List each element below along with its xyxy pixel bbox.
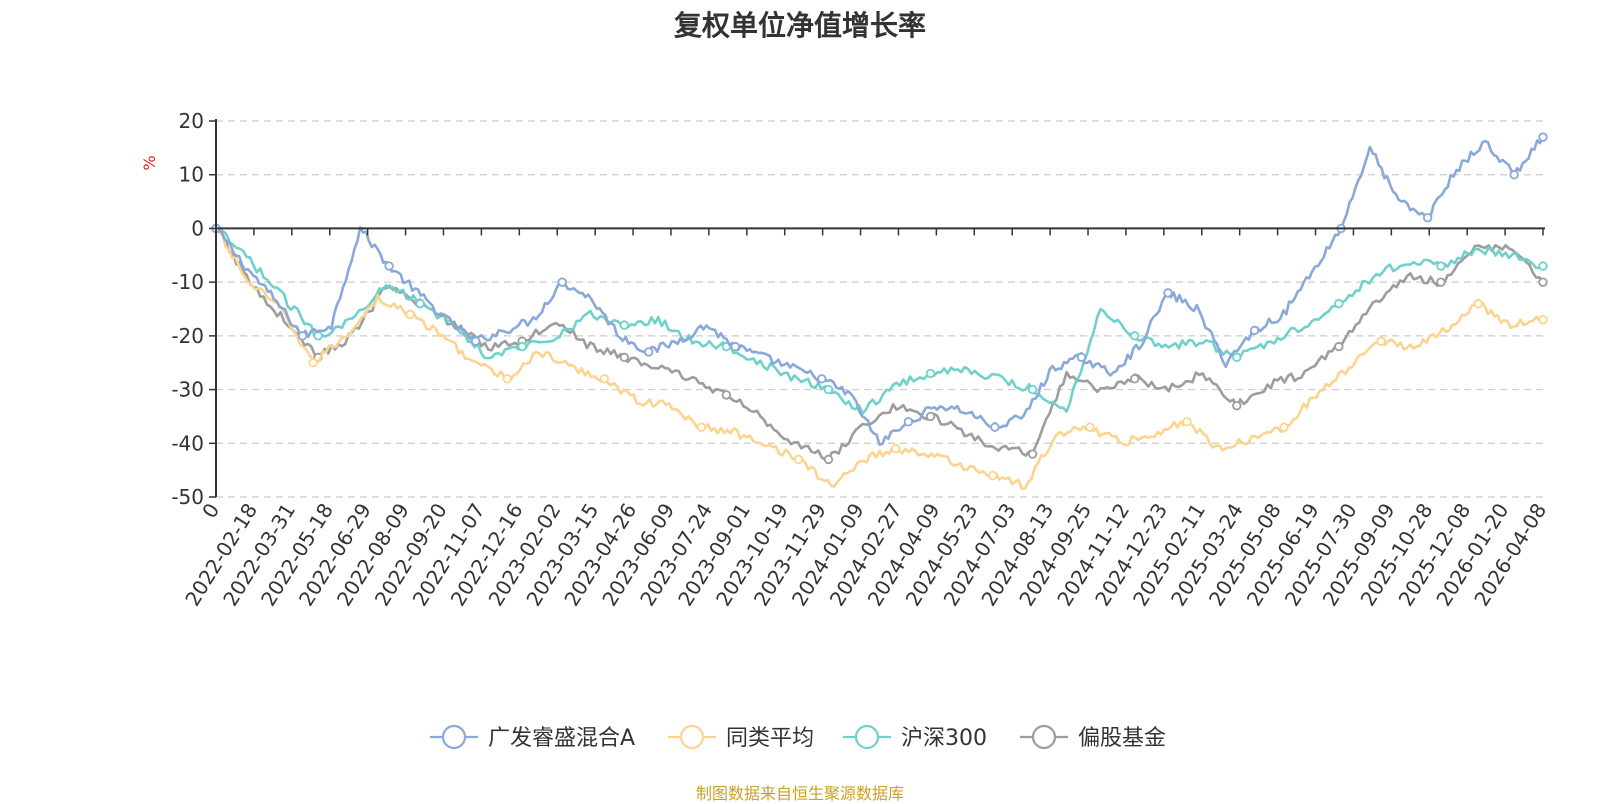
data-point — [1129, 331, 1140, 341]
data-point — [384, 261, 394, 271]
data-point — [1334, 298, 1344, 309]
y-tick-label: -10 — [171, 270, 204, 294]
legend-item-3[interactable]: 偏股基金 — [1020, 724, 1166, 751]
data-point — [1538, 315, 1548, 325]
data-point — [1163, 288, 1173, 298]
data-point — [823, 384, 834, 395]
data-point — [890, 443, 901, 454]
data-point — [1076, 352, 1087, 363]
y-tick-label: 0 — [191, 216, 204, 240]
series-2 — [211, 223, 1548, 415]
data-point — [793, 454, 804, 465]
legend-item-0[interactable]: 广发睿盛混合A — [430, 724, 635, 751]
data-point — [903, 417, 914, 427]
series-line — [215, 136, 1545, 446]
data-point — [1376, 336, 1386, 346]
data-point — [517, 341, 527, 352]
data-point — [1422, 212, 1433, 223]
data-point — [313, 331, 323, 341]
data-point — [1027, 384, 1038, 395]
chart-title: 复权单位净值增长率 — [673, 9, 926, 42]
data-point — [1538, 277, 1548, 287]
legend-label: 偏股基金 — [1078, 726, 1166, 751]
y-axis-unit-label: % — [140, 155, 159, 170]
data-point — [817, 374, 827, 384]
legend-marker-icon — [1031, 724, 1057, 750]
data-point — [696, 422, 707, 432]
series-line — [215, 227, 1544, 415]
data-point — [599, 374, 610, 384]
data-point — [1129, 374, 1140, 384]
data-point — [1538, 261, 1548, 271]
y-tick-label: 10 — [179, 163, 204, 187]
legend-marker-icon — [441, 724, 467, 750]
data-point — [925, 411, 936, 422]
data-point — [730, 341, 740, 352]
series-line — [215, 227, 1545, 461]
data-point — [1232, 400, 1242, 411]
data-point — [1085, 422, 1095, 432]
data-point — [1279, 422, 1289, 432]
y-tick-label: -40 — [171, 431, 204, 455]
data-point — [1027, 449, 1038, 459]
y-tick-label: -30 — [171, 378, 204, 402]
y-tick-label: 20 — [179, 109, 204, 133]
axes: 20100-10-20-30-40-5002022-02-182022-03-3… — [171, 109, 1551, 610]
y-tick-label: -50 — [171, 485, 204, 509]
data-point — [308, 358, 318, 368]
data-point — [1436, 261, 1446, 271]
legend-label: 沪深300 — [901, 726, 987, 751]
series-1 — [211, 223, 1548, 491]
data-point — [721, 390, 732, 400]
x-tick-label: 0 — [197, 499, 224, 523]
data-point — [823, 454, 834, 465]
data-point — [619, 352, 630, 363]
data-point — [988, 470, 998, 481]
data-point — [644, 347, 654, 357]
series-0 — [211, 132, 1548, 446]
legend-marker-icon — [679, 724, 705, 750]
legend-label: 广发睿盛混合A — [488, 726, 635, 751]
data-point — [1182, 417, 1192, 427]
data-point — [1232, 352, 1242, 363]
legend-item-1[interactable]: 同类平均 — [668, 724, 814, 751]
data-point — [297, 331, 308, 341]
data-point — [557, 277, 567, 287]
data-point — [1334, 341, 1344, 352]
data-point — [1538, 132, 1548, 142]
data-point — [619, 320, 630, 330]
legend-item-2[interactable]: 沪深300 — [843, 724, 987, 751]
legend-label: 同类平均 — [726, 726, 814, 751]
data-point — [990, 422, 1000, 432]
data-point — [470, 336, 481, 346]
legend: 广发睿盛混合A 同类平均 沪深300 偏股基金 — [430, 724, 1166, 751]
series-line — [214, 227, 1544, 491]
legend-marker-icon — [854, 724, 880, 750]
data-point — [1509, 170, 1519, 180]
data-point — [1473, 298, 1483, 309]
data-point — [925, 368, 936, 379]
source-note: 制图数据来自恒生聚源数据库 — [695, 784, 904, 803]
series-3 — [211, 223, 1548, 465]
series-lines — [211, 132, 1548, 491]
y-tick-label: -20 — [171, 324, 204, 348]
data-point — [1249, 325, 1260, 336]
data-point — [415, 298, 425, 309]
data-point — [405, 309, 415, 320]
data-point — [1436, 277, 1446, 287]
data-point — [502, 374, 512, 384]
